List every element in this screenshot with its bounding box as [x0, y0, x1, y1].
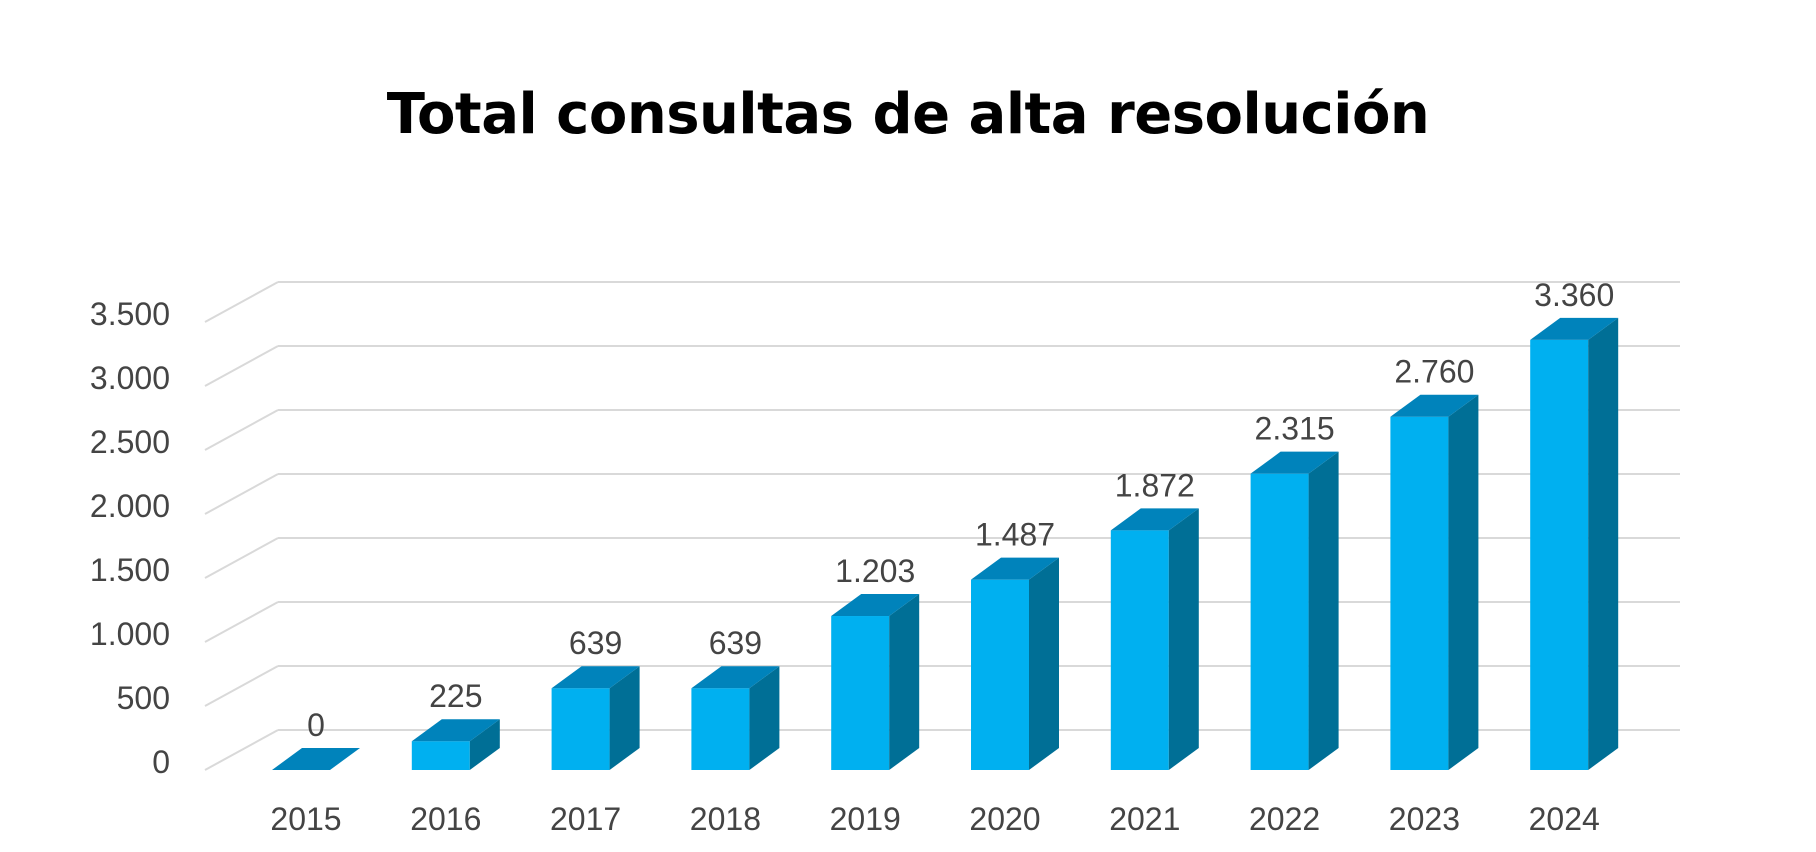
data-label: 2.760 [1394, 354, 1474, 390]
bar-front [1250, 473, 1309, 770]
y-tick-label: 500 [117, 680, 170, 716]
x-tick-label: 2019 [830, 801, 901, 837]
x-tick-label: 2018 [690, 801, 761, 837]
data-label: 0 [307, 707, 325, 743]
x-tick-label: 2024 [1529, 801, 1600, 837]
bar-top [272, 748, 360, 770]
gridline-side [204, 665, 279, 707]
bar-front [1530, 339, 1589, 770]
data-label: 1.203 [835, 553, 915, 589]
x-tick-label: 2016 [410, 801, 481, 837]
bar [1390, 394, 1479, 770]
bar-side [609, 666, 640, 770]
bar-front [691, 688, 750, 770]
bar-top [551, 666, 640, 689]
bar-top [831, 594, 920, 617]
gridline-side [204, 601, 279, 643]
gridline-side [204, 281, 279, 323]
data-label: 639 [569, 625, 622, 661]
bar-side [889, 594, 920, 770]
bar-top [1250, 451, 1339, 474]
bar [1110, 508, 1199, 770]
bar-side [1168, 508, 1199, 770]
gridline-side [204, 473, 279, 515]
data-label: 1.487 [975, 517, 1055, 553]
bar-side [469, 719, 500, 770]
bar-top [1530, 317, 1619, 340]
gridline-side [204, 345, 279, 387]
bar-front [971, 579, 1029, 770]
y-tick-label: 0 [152, 744, 170, 780]
bar-front [411, 741, 470, 770]
x-tick-label: 2015 [270, 801, 341, 837]
data-label: 2.315 [1255, 411, 1335, 447]
data-label: 1.872 [1115, 467, 1195, 503]
bar-top [411, 719, 500, 742]
bar-side [1588, 317, 1619, 770]
y-tick-label: 1.000 [90, 616, 170, 652]
bar-front [831, 616, 890, 770]
data-label: 3.360 [1534, 277, 1614, 313]
gridline-side [204, 409, 279, 451]
bar [1250, 451, 1339, 770]
x-tick-label: 2017 [550, 801, 621, 837]
bar [691, 666, 780, 770]
bar [971, 557, 1059, 770]
y-axis-ticks: 0 500 1.000 1.500 2.000 2.500 3.000 3.500 [90, 296, 170, 780]
bar [411, 719, 500, 770]
bar [1530, 317, 1619, 770]
data-labels: 0 225 639 639 1.203 1.487 1.872 2.315 2.760 3.360 [307, 277, 1614, 743]
y-tick-label: 2.000 [90, 488, 170, 524]
data-label: 225 [429, 678, 482, 714]
bar-top [1390, 394, 1479, 417]
bar-front [1390, 416, 1449, 770]
bar-side [1308, 451, 1339, 770]
bar-side [1448, 394, 1479, 770]
y-tick-label: 3.500 [90, 296, 170, 332]
bar [551, 666, 640, 770]
gridline-side [204, 537, 279, 579]
bars [272, 317, 1619, 770]
bar-top [1110, 508, 1199, 531]
bar-front [1110, 530, 1169, 770]
bar-top [971, 557, 1059, 580]
y-tick-label: 2.500 [90, 424, 170, 460]
y-tick-label: 1.500 [90, 552, 170, 588]
bar-side [749, 666, 780, 770]
x-tick-label: 2021 [1109, 801, 1180, 837]
chart-title: Total consultas de alta resolución [386, 82, 1430, 147]
gridline-side [204, 729, 279, 771]
x-tick-label: 2022 [1249, 801, 1320, 837]
bar [831, 594, 920, 770]
bar-top [691, 666, 780, 689]
bar [272, 748, 360, 770]
x-tick-label: 2023 [1389, 801, 1460, 837]
x-axis-ticks: 2015 2016 2017 2018 2019 2020 2021 2022 2023 2024 [270, 801, 1599, 837]
y-tick-label: 3.000 [90, 360, 170, 396]
bar-side [1029, 557, 1059, 770]
bar-front [551, 688, 610, 770]
data-label: 639 [709, 625, 762, 661]
x-tick-label: 2020 [969, 801, 1040, 837]
